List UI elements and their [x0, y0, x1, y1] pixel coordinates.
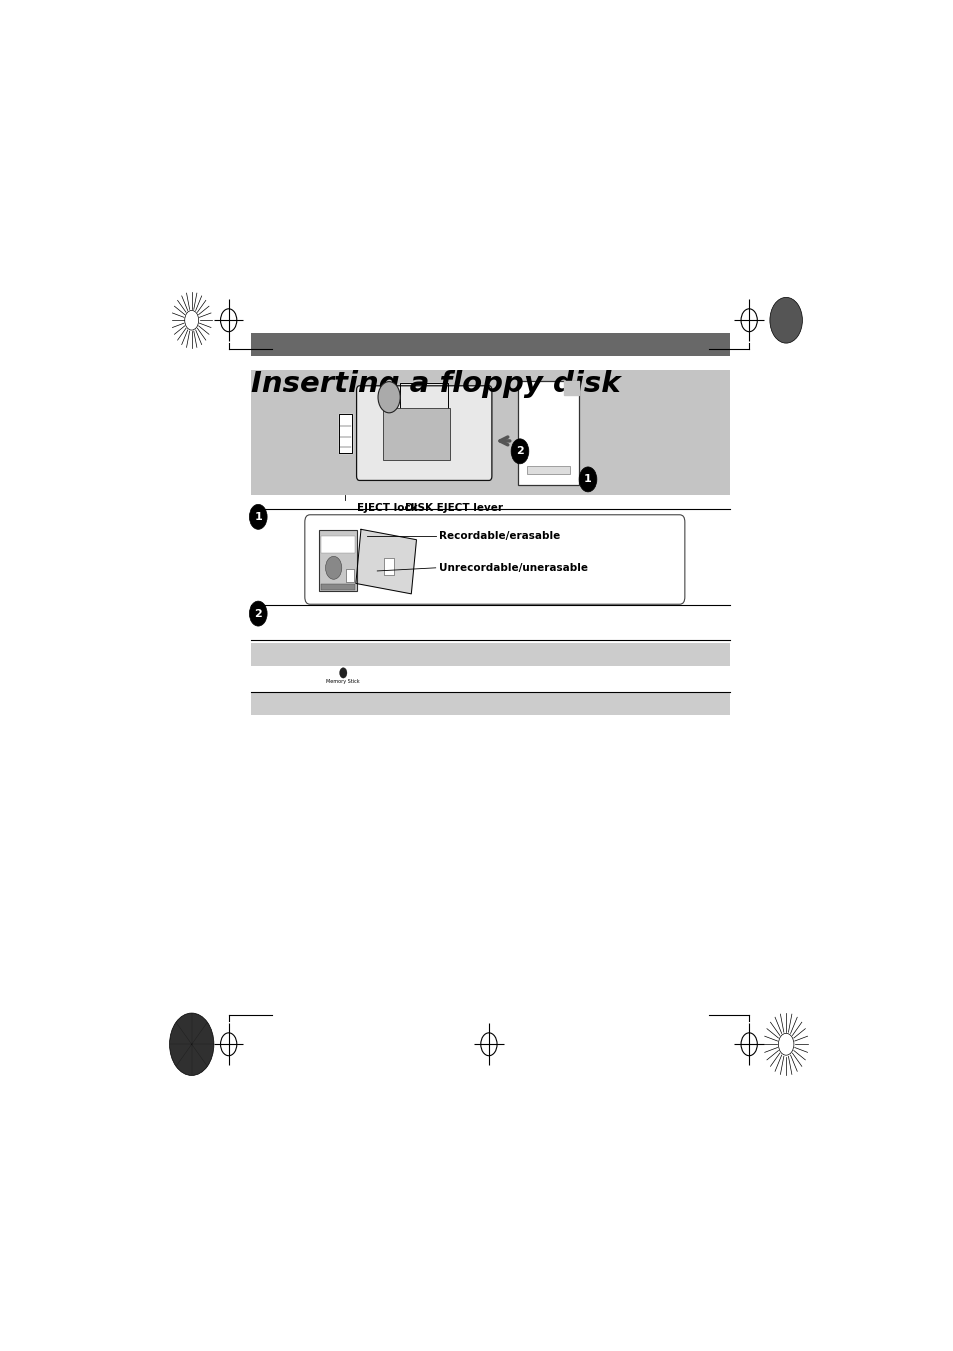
Text: Memory Stick: Memory Stick	[326, 680, 359, 684]
Text: 2: 2	[254, 608, 262, 619]
Circle shape	[249, 504, 267, 530]
Circle shape	[377, 381, 400, 413]
Bar	[318, 531, 357, 590]
Circle shape	[578, 467, 597, 492]
Text: Recordable/erasable: Recordable/erasable	[438, 531, 559, 540]
Circle shape	[325, 557, 341, 580]
Text: 1: 1	[583, 474, 591, 485]
Text: Inserting a floppy disk: Inserting a floppy disk	[251, 370, 619, 399]
Bar	[518, 381, 578, 485]
Text: EJECT lock: EJECT lock	[357, 504, 417, 513]
Bar	[251, 332, 729, 355]
Bar	[527, 466, 569, 474]
Polygon shape	[400, 382, 448, 412]
Polygon shape	[338, 413, 352, 454]
Bar	[383, 408, 449, 459]
Bar	[251, 692, 729, 715]
Bar	[346, 569, 354, 582]
Text: 1: 1	[254, 512, 262, 521]
Bar	[321, 535, 355, 554]
Polygon shape	[355, 530, 416, 594]
Circle shape	[339, 667, 347, 678]
FancyBboxPatch shape	[356, 386, 492, 481]
Bar	[321, 585, 355, 589]
Text: Unrecordable/unerasable: Unrecordable/unerasable	[438, 563, 587, 573]
Bar	[251, 370, 729, 494]
Text: DISK EJECT lever: DISK EJECT lever	[405, 504, 503, 513]
Text: 2: 2	[516, 446, 523, 457]
Polygon shape	[564, 381, 578, 394]
FancyBboxPatch shape	[305, 515, 684, 604]
Bar	[251, 643, 729, 666]
Circle shape	[249, 601, 267, 626]
Circle shape	[511, 439, 528, 463]
Circle shape	[170, 1013, 213, 1075]
Circle shape	[769, 297, 801, 343]
Bar	[383, 558, 394, 576]
